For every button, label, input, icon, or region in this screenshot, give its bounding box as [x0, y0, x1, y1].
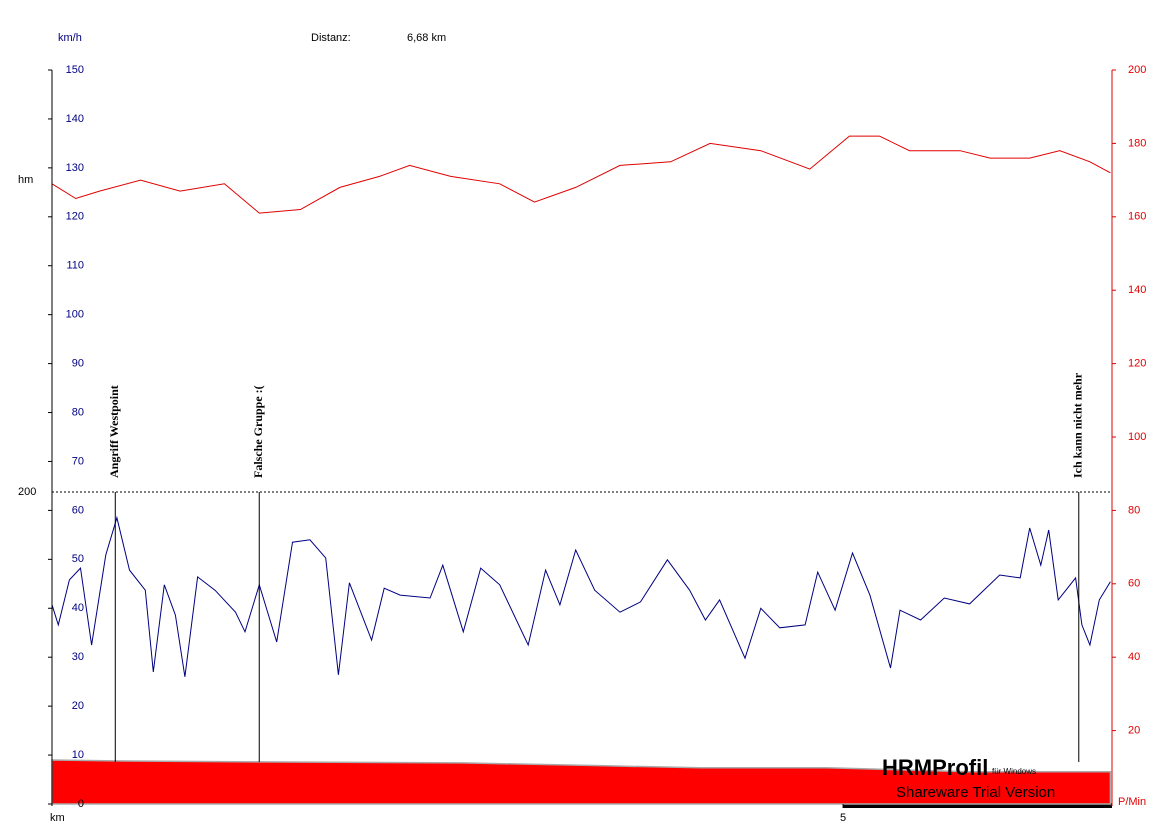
y-tick-label: 50 [72, 553, 84, 565]
y-tick-label: 130 [66, 162, 84, 174]
bottom-bar [843, 803, 1112, 808]
annotation-label: Ich kann nicht mehr [1071, 372, 1085, 478]
watermark-title: HRMProfil [882, 755, 988, 780]
annotation-label: Angriff Westpoint [107, 385, 121, 478]
y-tick-label: 100 [66, 309, 84, 321]
y2-tick-label: 100 [1128, 431, 1146, 443]
y-tick-label: 150 [66, 64, 84, 76]
y-tick-label: 90 [72, 358, 84, 370]
y2-tick-label: 140 [1128, 284, 1146, 296]
y-tick-label: 110 [66, 260, 84, 272]
x-axis-label: km [50, 812, 65, 824]
y2-tick-label: 200 [1128, 64, 1146, 76]
y-tick-label: 140 [66, 113, 84, 125]
y-tick-label: 60 [72, 504, 84, 516]
top-axis-label: km/h [58, 32, 82, 44]
marks [51, 135, 1112, 805]
distance-label: Distanz: [311, 32, 351, 44]
y-tick-label: 120 [66, 211, 84, 223]
annotation-label: Falsche Gruppe :( [251, 385, 265, 478]
line [51, 135, 1111, 214]
y-tick-label: 30 [72, 651, 84, 663]
area [51, 759, 1112, 805]
separator-label: 200 [18, 486, 36, 498]
y-axis-label: hm [18, 174, 33, 186]
y-tick-label: 0 [78, 798, 84, 810]
y2-tick-label: 80 [1128, 504, 1140, 516]
y2-tick-label: 160 [1128, 211, 1146, 223]
y-tick-label: 70 [72, 455, 84, 467]
line [51, 515, 1111, 677]
y2-tick-label: 60 [1128, 578, 1140, 590]
y-tick-label: 80 [72, 406, 84, 418]
x-tick-label: 5 [840, 812, 846, 824]
watermark-subtitle: für Windows [992, 767, 1036, 776]
y2-tick-label: 40 [1128, 651, 1140, 663]
watermark-note: Shareware Trial Version [896, 784, 1055, 801]
y-tick-label: 40 [72, 602, 84, 614]
y2-tick-label: 120 [1128, 358, 1146, 370]
distance-value: 6,68 km [407, 32, 446, 44]
y2-tick-label: 180 [1128, 137, 1146, 149]
y-tick-label: 10 [72, 749, 84, 761]
y2-axis-label: P/Min [1118, 796, 1146, 808]
y-tick-label: 20 [72, 700, 84, 712]
y2-tick-label: 20 [1128, 725, 1140, 737]
